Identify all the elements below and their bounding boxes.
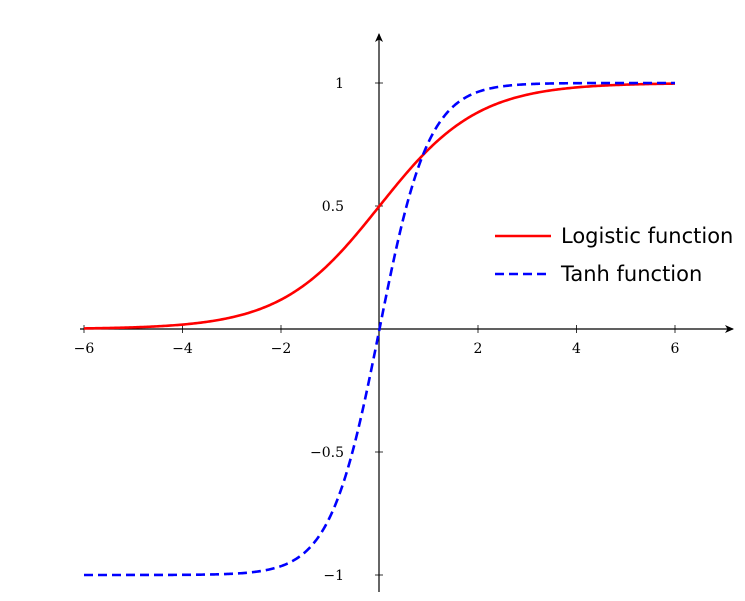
y-tick-label: 0.5 [322,199,344,215]
ticks: −6 −4 −2 2 4 6 1 0.5 −0.5 −1 [74,76,680,584]
x-tick-label: −4 [172,341,193,357]
series [83,81,676,577]
legend: Logistic function Tanh function [495,224,733,286]
x-tick-label: 6 [671,341,680,357]
x-tick-label: 2 [474,341,483,357]
x-tick-label: −2 [271,341,292,357]
y-tick-label: −0.5 [310,445,344,461]
axes [80,33,734,592]
y-tick-label: 1 [335,76,344,92]
series-line-tanh [84,81,675,577]
legend-label-logistic: Logistic function [561,224,733,248]
series-line-logistic [83,82,676,330]
legend-label-tanh: Tanh function [560,262,702,286]
x-tick-label: −6 [74,341,95,357]
x-tick-label: 4 [572,341,581,357]
y-tick-label: −1 [323,568,344,584]
